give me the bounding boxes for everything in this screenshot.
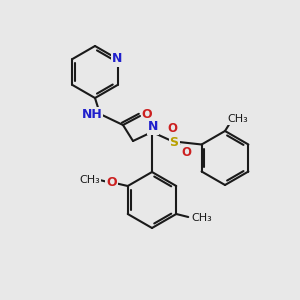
Text: O: O — [142, 107, 152, 121]
Text: S: S — [169, 136, 178, 148]
Text: NH: NH — [82, 107, 102, 121]
Text: CH₃: CH₃ — [192, 213, 213, 223]
Text: O: O — [106, 176, 117, 188]
Text: O: O — [167, 122, 177, 136]
Text: O: O — [181, 146, 191, 158]
Text: CH₃: CH₃ — [228, 114, 248, 124]
Text: N: N — [112, 52, 123, 65]
Text: CH₃: CH₃ — [80, 175, 100, 185]
Text: N: N — [148, 121, 158, 134]
